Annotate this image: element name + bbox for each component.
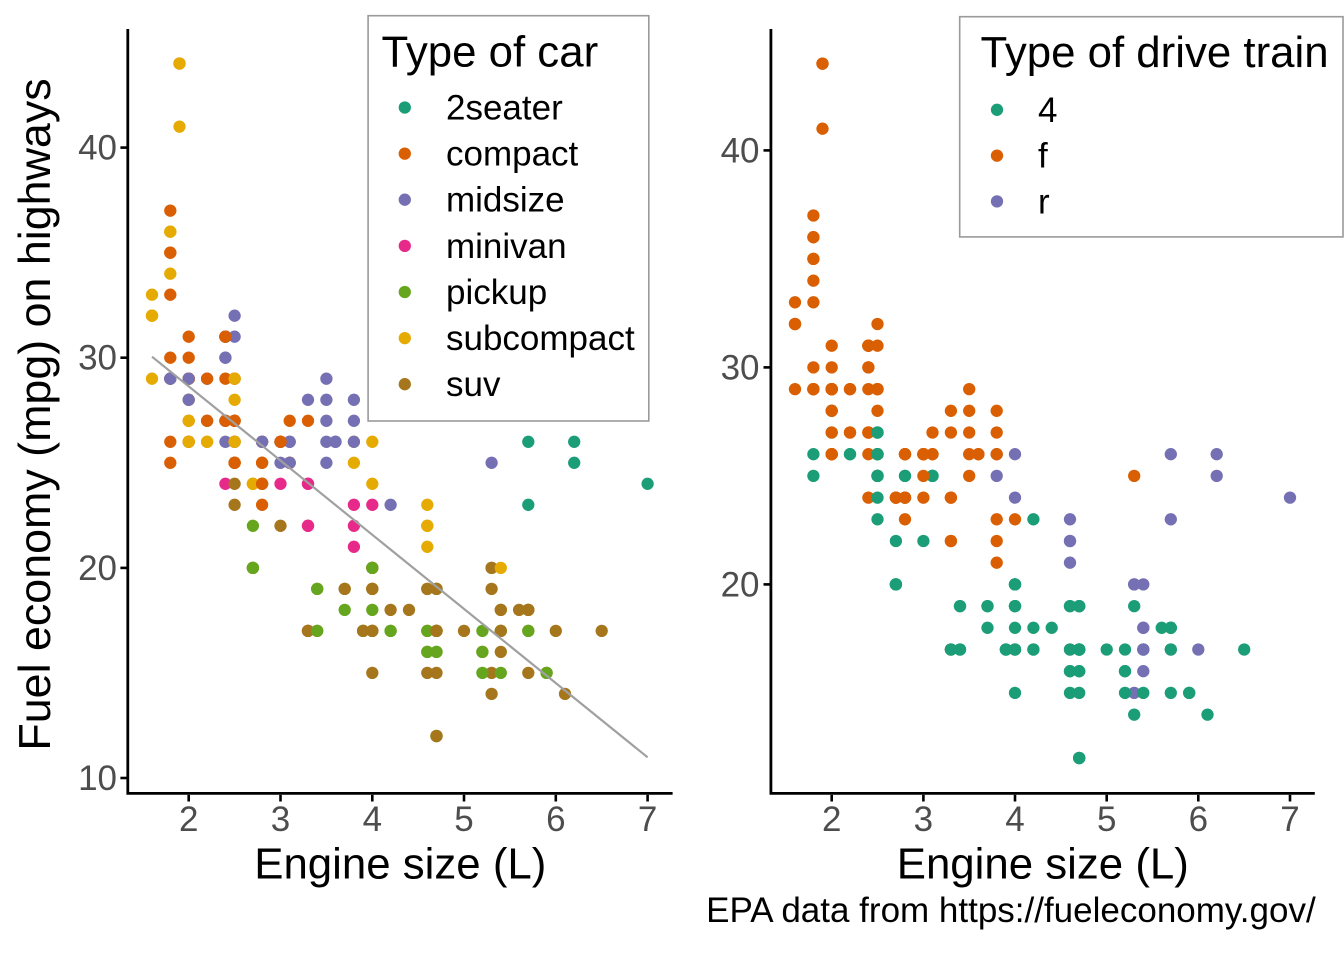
svg-text:Type of drive train: Type of drive train: [981, 28, 1329, 77]
svg-text:3: 3: [914, 800, 933, 839]
svg-text:minivan: minivan: [446, 227, 567, 266]
svg-text:20: 20: [78, 549, 117, 588]
svg-text:30: 30: [721, 348, 760, 387]
svg-text:4: 4: [1038, 91, 1057, 130]
svg-text:5: 5: [1097, 800, 1116, 839]
svg-text:subcompact: subcompact: [446, 319, 635, 358]
svg-text:suv: suv: [446, 365, 501, 404]
svg-text:2: 2: [822, 800, 841, 839]
svg-text:5: 5: [454, 800, 473, 839]
svg-text:Type of car: Type of car: [382, 28, 599, 77]
svg-text:2: 2: [179, 800, 198, 839]
svg-text:20: 20: [721, 565, 760, 604]
svg-text:r: r: [1038, 182, 1050, 221]
svg-text:compact: compact: [446, 135, 579, 174]
svg-text:2seater: 2seater: [446, 89, 563, 128]
svg-text:Fuel economy (mpg) on highways: Fuel economy (mpg) on highways: [10, 78, 60, 750]
svg-text:10: 10: [78, 759, 117, 798]
svg-text:7: 7: [638, 800, 657, 839]
svg-text:7: 7: [1280, 800, 1299, 839]
svg-text:40: 40: [721, 131, 760, 170]
svg-text:Engine size (L): Engine size (L): [897, 839, 1189, 888]
svg-text:midsize: midsize: [446, 181, 565, 220]
svg-text:EPA data from https://fuelecon: EPA data from https://fueleconomy.gov/: [706, 891, 1316, 930]
svg-text:4: 4: [363, 800, 382, 839]
svg-text:pickup: pickup: [446, 273, 547, 312]
svg-text:30: 30: [78, 339, 117, 378]
svg-text:4: 4: [1005, 800, 1024, 839]
svg-text:6: 6: [546, 800, 565, 839]
svg-text:f: f: [1038, 137, 1048, 176]
svg-text:Engine size (L): Engine size (L): [254, 839, 546, 888]
svg-text:3: 3: [271, 800, 290, 839]
svg-text:6: 6: [1189, 800, 1208, 839]
svg-text:40: 40: [78, 129, 117, 168]
